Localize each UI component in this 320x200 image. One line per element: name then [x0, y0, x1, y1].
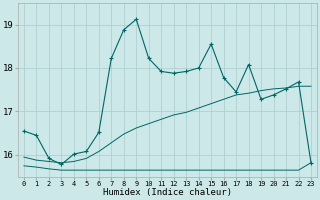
X-axis label: Humidex (Indice chaleur): Humidex (Indice chaleur)	[103, 188, 232, 197]
